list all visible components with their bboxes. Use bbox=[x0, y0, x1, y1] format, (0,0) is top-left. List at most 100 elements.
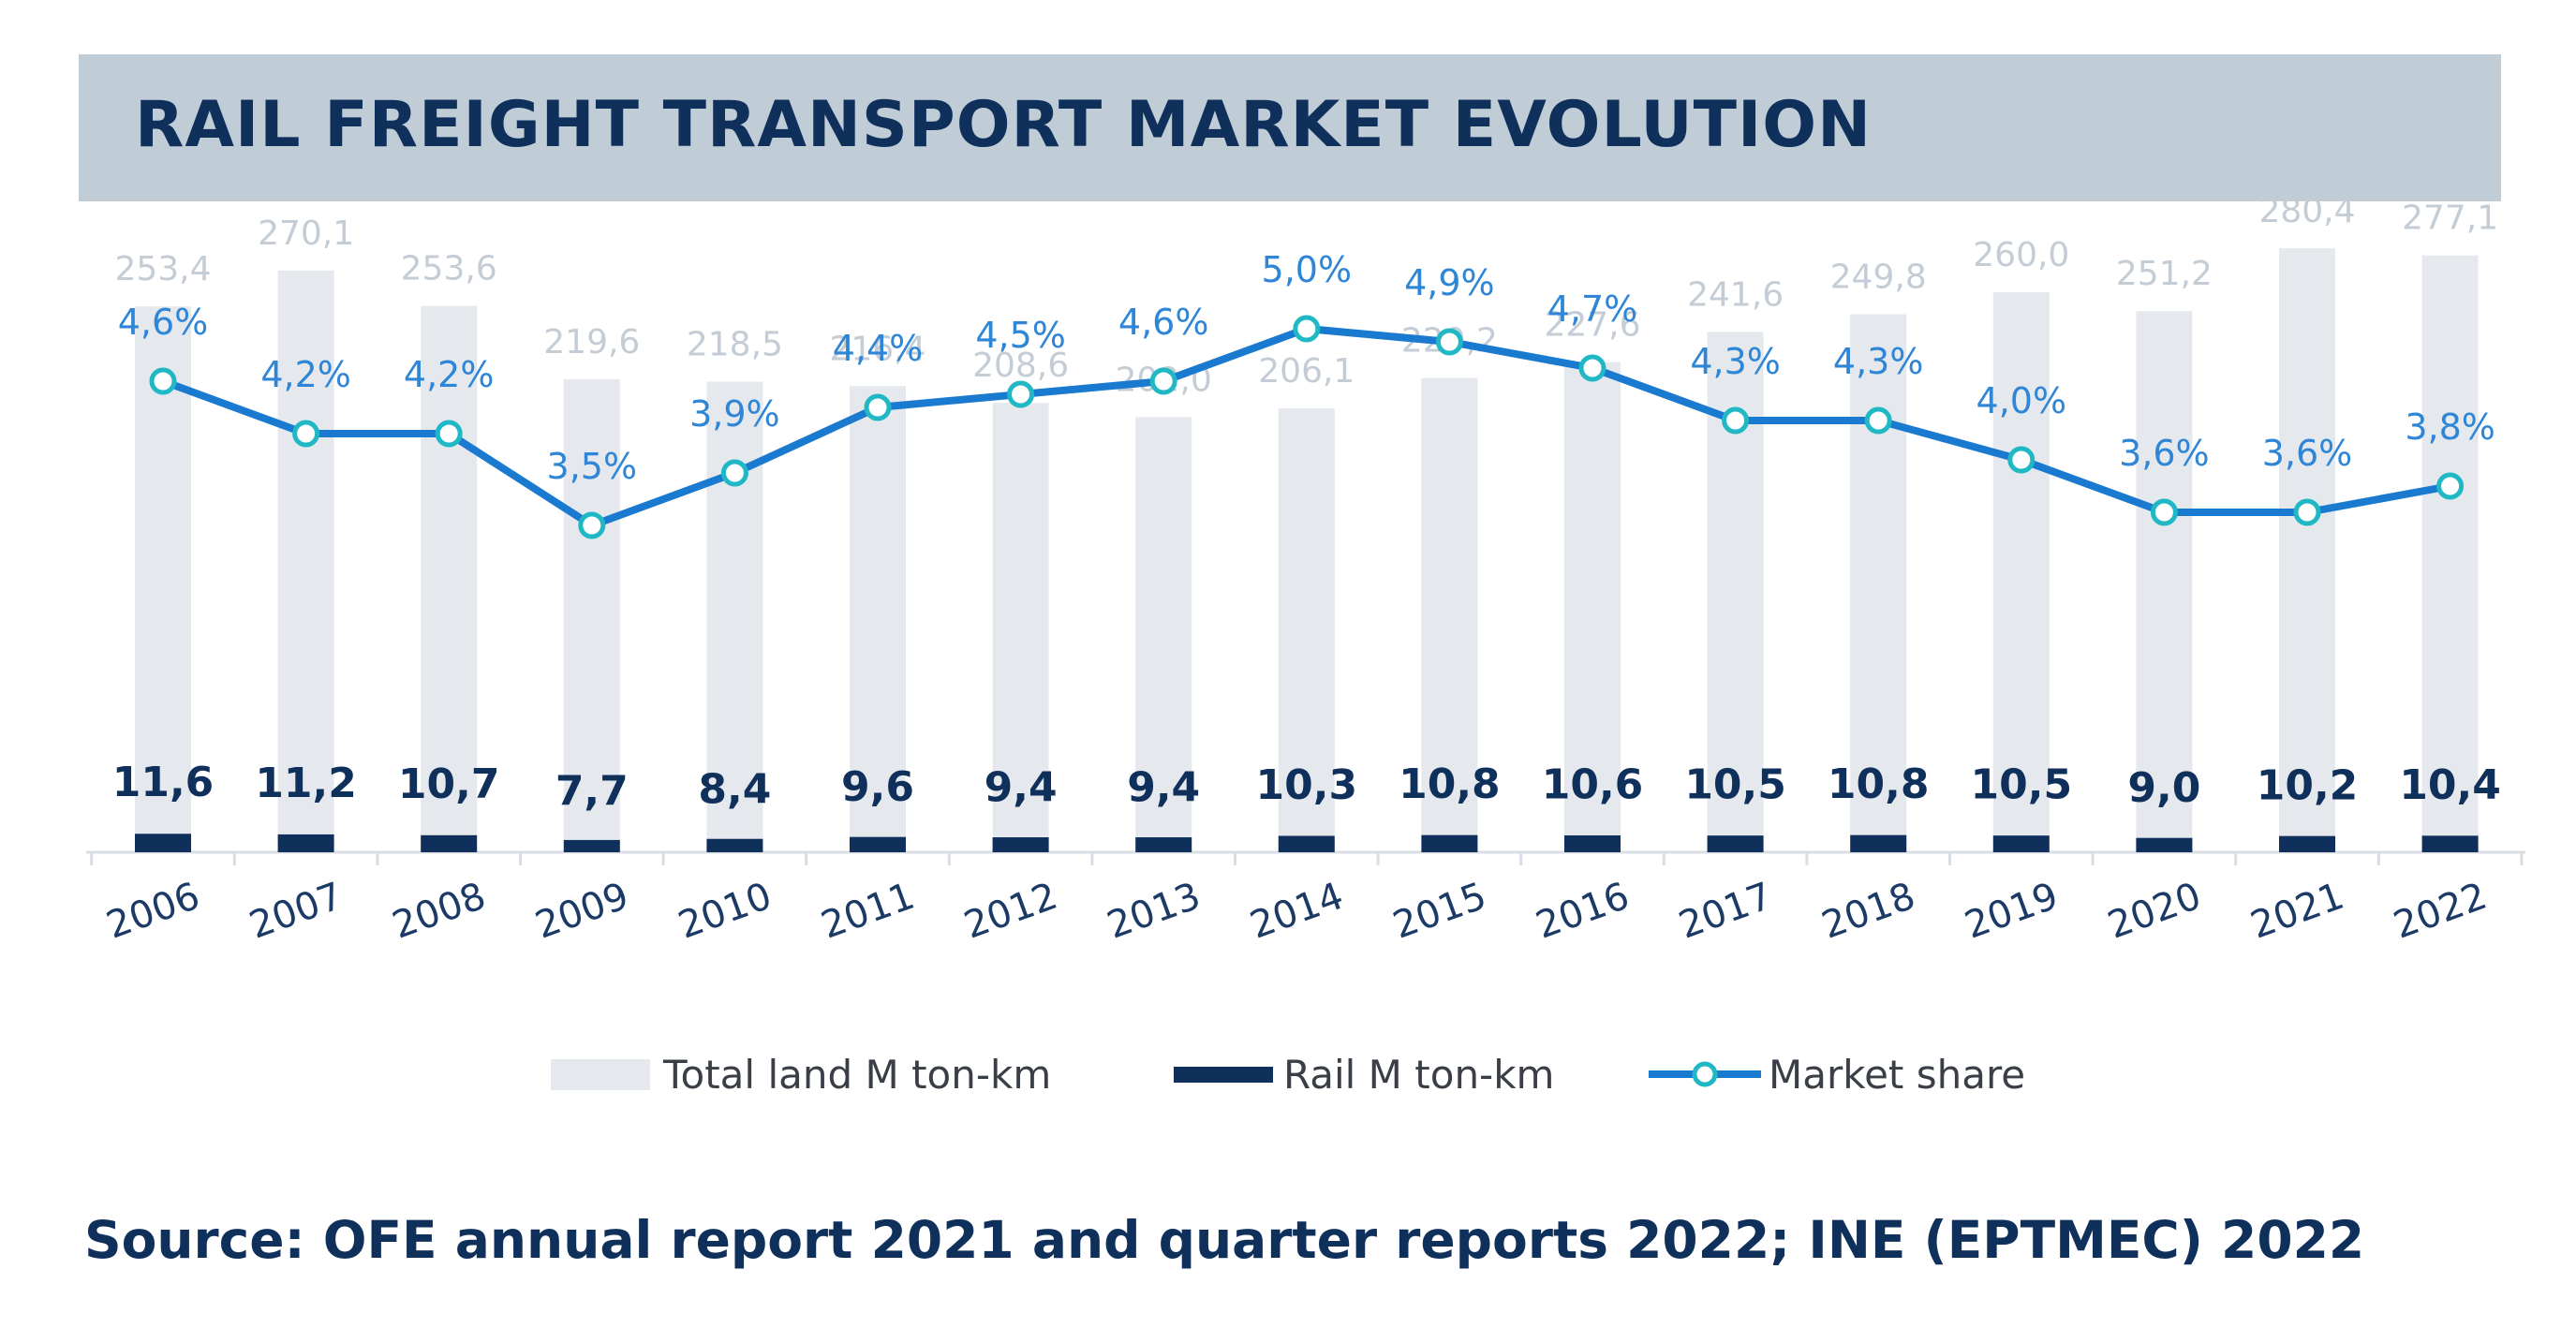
chart-title: RAIL FREIGHT TRANSPORT MARKET EVOLUTION bbox=[135, 88, 1872, 162]
x-tick-label: 2012 bbox=[958, 875, 1062, 948]
share-point bbox=[1293, 315, 1321, 343]
rail-bar bbox=[1421, 834, 1478, 852]
rail-value-label: 8,4 bbox=[698, 766, 771, 814]
share-value-label: 4,7% bbox=[1547, 288, 1638, 330]
share-value-label: 4,5% bbox=[975, 315, 1066, 356]
total-value-label: 270,1 bbox=[258, 214, 354, 253]
legend-item-total[interactable]: Total land M ton-km bbox=[551, 1052, 1051, 1098]
share-value-label: 4,2% bbox=[260, 354, 351, 395]
x-tick-label: 2007 bbox=[244, 875, 348, 948]
share-point bbox=[1578, 354, 1606, 382]
share-value-label: 4,4% bbox=[833, 328, 924, 369]
total-value-label: 280,4 bbox=[2258, 192, 2355, 230]
legend-label-share: Market share bbox=[1769, 1052, 2025, 1098]
total-bar bbox=[1421, 377, 1478, 852]
share-point bbox=[1007, 380, 1035, 408]
x-tick-label: 2010 bbox=[673, 875, 777, 948]
total-bar bbox=[1992, 292, 2050, 852]
share-point bbox=[578, 511, 606, 539]
legend-item-rail[interactable]: Rail M ton-km bbox=[1174, 1052, 1554, 1098]
share-point bbox=[2150, 498, 2178, 526]
total-value-label: 219,6 bbox=[543, 323, 640, 362]
rail-bar bbox=[2279, 835, 2335, 852]
total-bar bbox=[850, 386, 906, 852]
rail-bar bbox=[135, 834, 191, 852]
total-bar bbox=[2421, 255, 2479, 852]
rail-value-label: 10,2 bbox=[2257, 761, 2359, 809]
share-labels: 4,6% 4,2% 4,2% 3,5% 3,9% 4,4% 4,5% 4,6% 5,0% 4,9%… bbox=[118, 249, 2495, 487]
total-bar bbox=[1278, 407, 1335, 852]
legend-label-rail: Rail M ton-km bbox=[1283, 1052, 1554, 1098]
rail-value-label: 10,8 bbox=[1399, 760, 1501, 808]
rail-bar bbox=[1850, 834, 1907, 852]
rail-labels: 11,6 11,2 10,7 7,7 8,4 9,6 9,4 9,4 10,3 10,8 10,6 1… bbox=[112, 759, 2501, 815]
x-tick-label: 2013 bbox=[1102, 875, 1206, 948]
share-value-label: 4,9% bbox=[1404, 262, 1495, 303]
rail-bar bbox=[1707, 835, 1764, 852]
rail-value-label: 9,6 bbox=[841, 763, 914, 811]
x-tick-label: 2009 bbox=[530, 875, 634, 948]
x-tick-label: 2017 bbox=[1673, 875, 1777, 948]
total-labels: 253,4270,1253,6219,6218,5216,4208,6202,0… bbox=[114, 192, 2498, 399]
share-point bbox=[292, 420, 320, 448]
legend-swatch-rail bbox=[1174, 1067, 1273, 1083]
share-point bbox=[1435, 328, 1463, 356]
legend-swatch-total bbox=[551, 1059, 650, 1090]
total-value-label: 208,6 bbox=[972, 347, 1069, 385]
rail-bar bbox=[992, 837, 1049, 852]
rail-value-label: 10,7 bbox=[398, 760, 500, 808]
legend-swatch-share-marker bbox=[1692, 1061, 1718, 1087]
total-value-label: 260,0 bbox=[1973, 236, 2069, 274]
x-tick-label: 2016 bbox=[1531, 875, 1635, 948]
rail-value-label: 9,4 bbox=[985, 763, 1058, 811]
rail-bar bbox=[1278, 835, 1335, 852]
share-value-label: 3,6% bbox=[2262, 433, 2353, 474]
x-ticks bbox=[90, 852, 2524, 865]
share-value-label: 4,2% bbox=[404, 354, 495, 395]
rail-value-label: 11,6 bbox=[112, 759, 215, 806]
share-value-label: 5,0% bbox=[1262, 249, 1353, 290]
share-value-label: 3,9% bbox=[689, 393, 780, 435]
rail-value-label: 10,5 bbox=[1684, 761, 1786, 809]
total-value-label: 251,2 bbox=[2116, 255, 2213, 293]
chart: 253,4270,1253,6219,6218,5216,4208,6202,0… bbox=[86, 192, 2525, 1098]
share-value-label: 4,3% bbox=[1833, 341, 1924, 382]
rail-bar bbox=[277, 834, 334, 852]
rail-bar bbox=[706, 838, 763, 852]
x-tick-label: 2011 bbox=[816, 875, 920, 948]
share-value-label: 3,5% bbox=[547, 446, 638, 487]
share-point bbox=[149, 367, 177, 395]
total-bars bbox=[135, 248, 2479, 853]
share-value-label: 4,6% bbox=[118, 302, 209, 343]
legend: Total land M ton-km Rail M ton-km Market… bbox=[551, 1052, 2025, 1098]
rail-bar bbox=[421, 834, 478, 852]
rail-value-label: 10,3 bbox=[1256, 761, 1358, 809]
share-point bbox=[1864, 406, 1892, 435]
share-point bbox=[1722, 406, 1750, 435]
x-tick-label: 2021 bbox=[2245, 875, 2349, 948]
total-bar bbox=[1564, 362, 1621, 852]
x-tick-label: 2006 bbox=[101, 875, 205, 948]
rail-value-label: 9,4 bbox=[1127, 763, 1200, 811]
share-point bbox=[435, 420, 463, 448]
total-value-label: 241,6 bbox=[1687, 275, 1784, 314]
total-value-label: 216,4 bbox=[829, 330, 925, 368]
total-value-label: 253,6 bbox=[401, 250, 497, 288]
x-tick-label: 2018 bbox=[1816, 875, 1920, 948]
total-bar bbox=[135, 306, 191, 852]
total-bar bbox=[563, 378, 620, 852]
source-note: Source: OFE annual report 2021 and quart… bbox=[84, 1210, 2365, 1270]
legend-label-total: Total land M ton-km bbox=[662, 1052, 1051, 1098]
share-point bbox=[2436, 472, 2465, 500]
share-point bbox=[2007, 446, 2036, 474]
share-point bbox=[864, 393, 892, 421]
share-value-label: 4,3% bbox=[1690, 341, 1781, 382]
total-bar bbox=[1135, 417, 1192, 852]
legend-item-share[interactable]: Market share bbox=[1649, 1052, 2025, 1098]
rail-value-label: 10,6 bbox=[1542, 760, 1644, 808]
share-point bbox=[1149, 367, 1177, 395]
rail-value-label: 7,7 bbox=[555, 767, 629, 815]
total-bar bbox=[2279, 248, 2335, 853]
rail-bar bbox=[1564, 834, 1621, 852]
total-value-label: 206,1 bbox=[1258, 352, 1355, 391]
